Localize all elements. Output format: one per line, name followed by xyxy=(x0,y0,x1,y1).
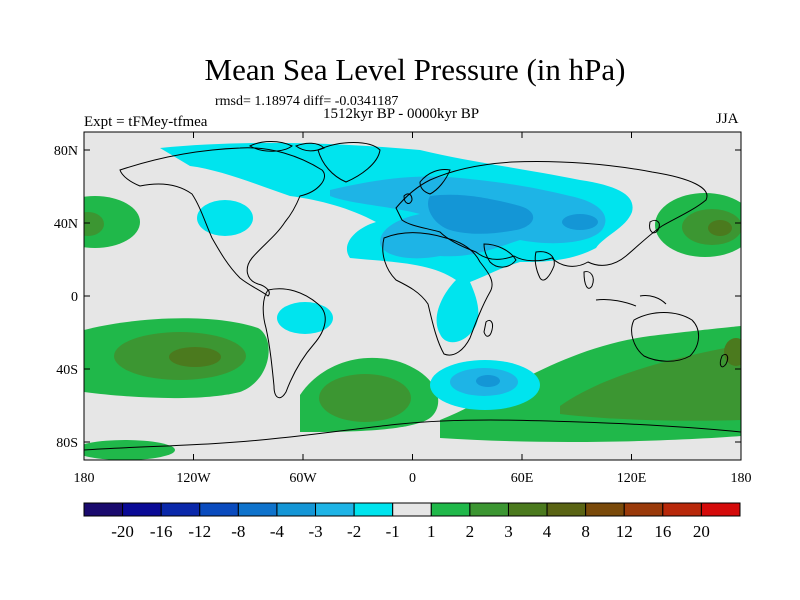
colorbar-swatch xyxy=(700,502,741,517)
lon-tick-label: 180 xyxy=(731,471,752,486)
rmsd-diff-stats: rmsd= 1.18974 diff= -0.0341187 xyxy=(215,94,399,109)
lon-tick-label: 180 xyxy=(74,471,95,486)
colorbar-label: 4 xyxy=(543,522,552,541)
colorbar-swatch xyxy=(469,502,509,517)
colorbar-label: 1 xyxy=(427,522,436,541)
colorbar-label: -3 xyxy=(308,522,322,541)
colorbar-swatch xyxy=(237,502,278,517)
colorbar-swatch xyxy=(83,502,124,517)
colorbar-label: 3 xyxy=(504,522,513,541)
colorbar-label: -20 xyxy=(111,522,134,541)
colorbar-label: 8 xyxy=(581,522,590,541)
coastlines xyxy=(84,141,741,451)
negative-anomaly-3-4 xyxy=(428,194,598,387)
colorbar-label: -12 xyxy=(188,522,211,541)
colorbar-label: 2 xyxy=(466,522,475,541)
colorbar-swatch xyxy=(276,502,317,517)
colorbar-label: 16 xyxy=(654,522,671,541)
colorbar-swatch xyxy=(353,502,394,517)
map-plot-area xyxy=(84,132,741,460)
lon-tick-label: 120E xyxy=(617,471,647,486)
colorbar-swatch xyxy=(662,502,702,517)
lon-tick-label: 60W xyxy=(289,471,317,486)
colorbar-swatch xyxy=(623,502,664,517)
colorbar-swatch xyxy=(315,502,355,517)
positive-anomaly-3-4 xyxy=(169,220,741,367)
colorbar-label: -8 xyxy=(231,522,245,541)
lon-tick-label: 120W xyxy=(176,471,211,486)
colorbar-label: 12 xyxy=(616,522,633,541)
colorbar-swatch xyxy=(122,502,162,517)
lat-tick-label: 40S xyxy=(56,363,78,378)
colorbar: -20 -16 -12 -8 -4 -3 -2 -1 1 2 3 4 8 12 16 20 xyxy=(83,502,741,541)
lat-tick-label: 80S xyxy=(56,436,78,451)
map-axes: 80N 40N 0 40S 80S 180 120W 60W 0 60E 120E 180 xyxy=(54,132,752,486)
period-label: 1512kyr BP - 0000kyr BP xyxy=(323,106,480,122)
lat-tick-label: 40N xyxy=(54,217,78,232)
season-label: JJA xyxy=(716,111,739,127)
map-title: Mean Sea Level Pressure (in hPa) xyxy=(204,52,626,87)
lon-tick-label: 0 xyxy=(409,471,416,486)
colorbar-swatch xyxy=(199,502,239,517)
colorbar-swatch xyxy=(546,502,587,517)
experiment-label: Expt = tFMey-tfmea xyxy=(84,114,208,130)
colorbar-label: 20 xyxy=(693,522,710,541)
colorbar-label: -4 xyxy=(270,522,285,541)
lon-tick-label: 60E xyxy=(511,471,534,486)
lat-tick-label: 80N xyxy=(54,144,78,159)
colorbar-swatch xyxy=(392,502,432,517)
colorbar-swatch xyxy=(160,502,201,517)
positive-anomaly-2-3 xyxy=(84,209,741,422)
colorbar-swatch xyxy=(585,502,625,517)
colorbar-swatch xyxy=(507,502,548,517)
colorbar-label: -2 xyxy=(347,522,361,541)
colorbar-swatch xyxy=(430,502,471,517)
colorbar-label: -16 xyxy=(150,522,173,541)
colorbar-label: -1 xyxy=(386,522,400,541)
lat-tick-label: 0 xyxy=(71,290,78,305)
